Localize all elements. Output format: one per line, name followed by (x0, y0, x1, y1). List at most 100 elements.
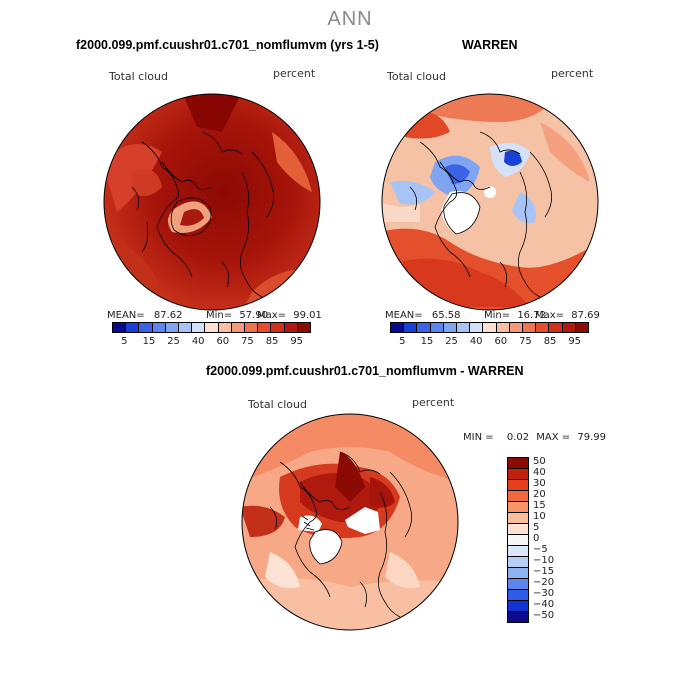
panel-3-colorbar-swatch (508, 568, 528, 579)
panel-3-min-value: 0.02 (506, 432, 530, 443)
panel-1-map (103, 93, 321, 311)
panel-3-colorbar-swatch (508, 469, 528, 480)
panel-1-colorbar-swatch (192, 323, 206, 332)
panel-3-colorbar-tick-label: −15 (533, 565, 555, 577)
panel-3-colorbar-swatch (508, 502, 528, 513)
panel-2-colorbar-swatch (496, 323, 510, 332)
panel-3-colorbar-swatch (508, 546, 528, 557)
panel-1-colorbar-swatch (152, 323, 166, 332)
panel-1-variable: Total cloud (109, 70, 168, 83)
panel-2-units: percent (551, 67, 594, 80)
coastlines (409, 131, 553, 298)
panel-2-title: WARREN (462, 38, 518, 52)
panel-3-title: f2000.099.pmf.cuushr01.c701_nomflumvm - … (206, 364, 524, 378)
panel-3-colorbar-swatch (508, 513, 528, 524)
panel-1-colorbar-labels: 5 15 25 40 60 75 85 95 (112, 336, 309, 348)
coastlines (131, 131, 275, 298)
panel-3-colorbar-swatch (508, 579, 528, 590)
panel-1-colorbar-swatch (297, 323, 311, 332)
panel-1-colorbar-swatch (258, 323, 272, 332)
panel-1-max: Max= 99.01 (257, 310, 322, 321)
panel-3-colorbar-tick-label: −5 (533, 543, 548, 555)
panel-3-colorbar-tick-label: −20 (533, 576, 555, 588)
panel-2-min-value: 16.72 (517, 310, 546, 321)
panel-1-colorbar-swatch (113, 323, 127, 332)
panel-3-max-value: 79.99 (577, 432, 606, 443)
panel-3-colorbar-tick-label: 5 (533, 522, 540, 534)
panel-1-title: f2000.099.pmf.cuushr01.c701_nomflumvm (y… (76, 38, 379, 52)
panel-2-colorbar-swatch (417, 323, 431, 332)
panel-3-map (241, 413, 459, 631)
panel-2-max-label: Max= (535, 310, 565, 321)
panel-1-mean: MEAN= 87.62 (107, 310, 182, 321)
panel-1-min: Min= 57.90 (206, 310, 268, 321)
panel-1-colorbar-tick-label: 60 (216, 336, 230, 347)
main-title: ANN (327, 8, 373, 30)
panel-3-max-label: MAX = (536, 432, 571, 443)
panel-2-max-value: 87.69 (571, 310, 600, 321)
panel-3-colorbar-swatch (508, 480, 528, 491)
panel-2-map (381, 93, 599, 311)
panel-3-colorbar-tick-label: −40 (533, 598, 555, 610)
panel-2-mean-label: MEAN= (385, 310, 423, 321)
panel-1-colorbar-swatch (139, 323, 153, 332)
panel-3-colorbar-labels: 50 40 30 20 15 10 5 0 −5 −10 −15 −20 −30 −40 −50 (533, 456, 573, 621)
panel-3-units: percent (412, 396, 455, 409)
panel-2-mean: MEAN= 65.58 (385, 310, 460, 321)
panel-2-colorbar-tick-label: 60 (494, 336, 508, 347)
panel-3-min-label: MIN = (463, 432, 494, 443)
panel-3-colorbar-tick-label: 50 (533, 456, 546, 468)
panel-2-colorbar-swatch (536, 323, 550, 332)
panel-3-colorbar-swatch (508, 491, 528, 502)
panel-1-colorbar-tick-label: 5 (121, 336, 128, 347)
panel-3-colorbar-tick-label: −30 (533, 587, 555, 599)
panel-3-colorbar-tick-label: 40 (533, 467, 546, 479)
panel-2-colorbar-tick-label: 75 (519, 336, 532, 347)
panel-1-colorbar-swatch (205, 323, 219, 332)
panel-1-colorbar-tick-label: 95 (290, 336, 304, 347)
panel-3-colorbar-swatch (508, 557, 528, 568)
panel-2-colorbar-tick-label: 40 (469, 336, 483, 347)
panel-1-max-label: Max= (257, 310, 287, 321)
panel-3-colorbar-tick-label: 20 (533, 489, 546, 501)
panel-2-colorbar-swatch (562, 323, 576, 332)
panel-1-colorbar-tick-label: 85 (265, 336, 279, 347)
panel-3-variable: Total cloud (248, 398, 307, 411)
panel-1-colorbar-tick-label: 75 (241, 336, 254, 347)
panel-1-units: percent (273, 67, 316, 80)
panel-3-colorbar-swatch (508, 601, 528, 612)
panel-2-max: Max= 87.69 (535, 310, 600, 321)
panel-3-colorbar-tick-label: −50 (533, 609, 555, 621)
panel-2-colorbar-swatch (470, 323, 484, 332)
panel-2-colorbar-tick-label: 85 (543, 336, 557, 347)
panel-1-colorbar-swatch (245, 323, 259, 332)
panel-1-colorbar-swatch (218, 323, 232, 332)
panel-2-colorbar-swatch (457, 323, 471, 332)
panel-3-colorbar-tick-label: 15 (533, 500, 546, 512)
panel-2-colorbar-tick-label: 25 (445, 336, 458, 347)
panel-3-colorbar-swatch (508, 535, 528, 546)
panel-2-colorbar-tick-label: 15 (420, 336, 434, 347)
panel-3-minmax: MIN = 0.02 MAX = 79.99 (463, 432, 606, 443)
panel-1-mean-label: MEAN= (107, 310, 145, 321)
panel-1-colorbar-swatch (284, 323, 298, 332)
panel-1-colorbar-swatch (126, 323, 140, 332)
panel-2-colorbar-tick-label: 5 (399, 336, 406, 347)
panel-1-min-value: 57.90 (239, 310, 268, 321)
panel-2-colorbar-swatch (430, 323, 444, 332)
panel-2-colorbar-swatch (523, 323, 537, 332)
panel-2-colorbar-swatch (404, 323, 418, 332)
panel-3-colorbar-tick-label: 0 (533, 533, 540, 544)
panel-1-colorbar-tick-label: 25 (167, 336, 180, 347)
coastlines (269, 451, 413, 618)
panel-3-colorbar-swatch (508, 612, 528, 622)
panel-2-colorbar-tick-label: 95 (568, 336, 582, 347)
panel-3-colorbar-swatch (508, 590, 528, 601)
panel-3-colorbar-swatch (508, 524, 528, 535)
panel-1-min-label: Min= (206, 310, 233, 321)
panel-2-colorbar-swatch (509, 323, 524, 332)
panel-2-colorbar-swatch (549, 323, 563, 332)
panel-1-mean-value: 87.62 (153, 310, 183, 321)
panel-3-colorbar-tick-label: 30 (533, 478, 546, 490)
panel-1-colorbar-tick-label: 15 (142, 336, 156, 347)
